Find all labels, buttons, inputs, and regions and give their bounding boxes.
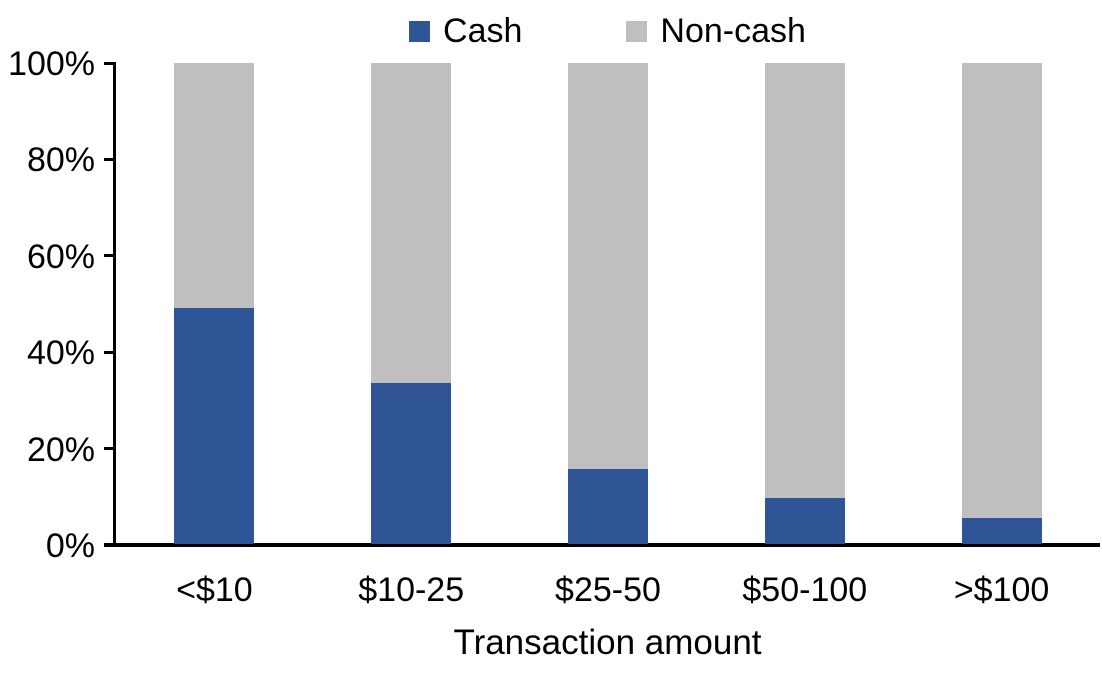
y-tick-mark [104,157,116,161]
bar-segment-cash [174,308,255,544]
bar [961,63,1042,544]
legend-swatch-non-cash-icon [626,20,648,42]
bar-segment-non-cash [174,63,255,309]
y-tick-label: 20% [26,430,95,469]
x-tick-label: $10-25 [358,571,465,609]
bar-segment-non-cash [371,63,452,383]
x-axis-line [104,543,1100,547]
plot-area [116,63,1100,544]
bar [764,63,845,544]
y-tick-mark [104,254,116,258]
legend-label: Cash [443,12,523,50]
y-tick-mark [104,543,116,547]
bar-segment-cash [764,498,845,544]
y-tick-label: 60% [26,237,95,276]
y-tick-label: 40% [26,334,95,373]
bar-segment-cash [961,517,1042,544]
x-tick-label: $25-50 [555,571,661,609]
bar-group [903,63,1100,544]
bar [567,63,648,544]
y-tick-mark [104,350,116,354]
bar-segment-non-cash [961,63,1042,518]
y-tick-label: 80% [26,141,95,180]
x-tick-label: <$10 [176,571,253,609]
bar-group [313,63,510,544]
bar-segment-non-cash [567,63,648,470]
x-tick-label: >$100 [953,571,1050,609]
legend-label: Non-cash [660,12,806,50]
bar-group [116,63,313,544]
y-tick-mark [104,447,116,451]
bar-group [510,63,707,544]
y-tick-label: 0% [45,527,95,565]
bar-segment-cash [567,469,648,544]
y-tick-label: 100% [8,45,95,83]
y-tick-mark [104,61,116,65]
x-tick-label: $50-100 [742,571,868,609]
legend: Cash Non-cash [115,8,1100,54]
bar-segment-non-cash [764,63,845,499]
legend-item-non-cash: Non-cash [626,14,806,48]
bar-segment-cash [371,382,452,544]
x-axis-title: Transaction amount [453,623,762,662]
bar [371,63,452,544]
legend-item-cash: Cash [409,14,522,48]
x-axis-tick-labels: <$10 $10-25 $25-50 $50-100 >$100 [116,571,1100,609]
y-axis-line [113,63,116,545]
bar-group [706,63,903,544]
bar [174,63,255,544]
legend-swatch-cash-icon [409,20,431,42]
